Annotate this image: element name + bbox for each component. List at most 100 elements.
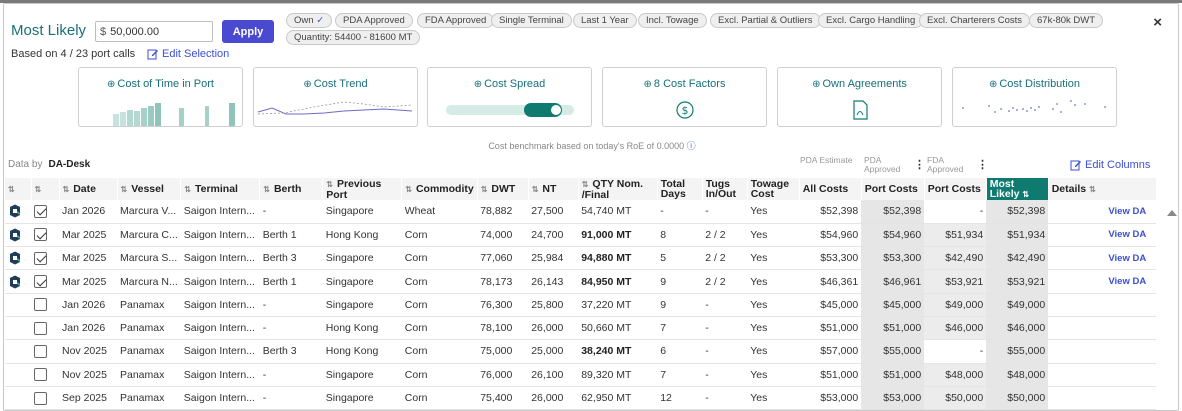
apply-button[interactable]: Apply — [222, 20, 274, 43]
table-row[interactable]: Jan 2026 Panamax Saigon Intern... - Hong Kon… — [5, 316, 1157, 341]
filter-chip[interactable]: Single Terminal — [491, 13, 572, 28]
most-likely-panel: × Most Likely $ 50,000.00 Apply Own ✓ PD… — [3, 3, 1179, 411]
cell-days: 12 — [657, 386, 703, 411]
table-row[interactable]: Mar 2025 Marcura N... Saigon Intern... Bert… — [5, 269, 1157, 294]
row-checkbox-cell — [31, 269, 59, 294]
card-own-agreements[interactable]: ⊕ Own Agreements — [777, 67, 942, 127]
cell-ml: $51,934 — [986, 223, 1049, 248]
column-header[interactable]: Towage Cost — [747, 178, 800, 200]
column-header[interactable]: ⇅ Berth — [259, 178, 324, 200]
cell-all: $45,000 — [799, 293, 862, 317]
table-row[interactable]: Mar 2025 Marcura S... Saigon Intern... Bert… — [5, 246, 1157, 271]
cell-dwt: 75,400 — [477, 386, 529, 411]
amount-input[interactable]: $ 50,000.00 — [95, 21, 213, 42]
filter-chip[interactable]: Last 1 Year — [573, 13, 637, 28]
column-header[interactable]: ⇅ Previous Port — [322, 178, 403, 200]
cell-qty: 50,660 MT — [578, 316, 658, 341]
card-cost-distribution[interactable]: ⊕ Cost Distribution — [952, 67, 1117, 127]
sort-header[interactable]: ⇅ — [5, 178, 32, 200]
cell-prev: Singapore — [322, 293, 402, 317]
dollar-circle-icon: $ — [676, 101, 694, 119]
view-da-link[interactable]: View DA — [1048, 269, 1157, 294]
column-header[interactable]: Total Days — [657, 178, 703, 200]
cell-prev: Hong Kong — [322, 223, 402, 248]
filter-chip[interactable]: PDA Approved — [335, 13, 413, 28]
filter-chip-own[interactable]: Own ✓ — [286, 13, 333, 28]
column-menu-icon[interactable]: ⋮ — [914, 159, 925, 171]
filter-chip[interactable]: 67k-80k DWT — [1029, 13, 1104, 28]
column-header[interactable]: ⇅ Commodity — [401, 178, 478, 200]
amount-value: 50,000.00 — [110, 25, 160, 38]
view-da-link[interactable]: View DA — [1048, 246, 1157, 271]
cell-vessel: Panamax — [117, 386, 181, 411]
card-cost-trend[interactable]: ⊕ Cost Trend — [253, 67, 418, 127]
cell-nt: 26,000 — [528, 316, 579, 341]
edit-columns-link[interactable]: Edit Columns — [1070, 159, 1150, 171]
da-desk-own-icon — [10, 251, 20, 265]
cell-fda: $46,000 — [924, 316, 987, 341]
row-checkbox[interactable] — [34, 344, 47, 358]
row-checkbox[interactable] — [34, 228, 47, 242]
info-icon[interactable]: ⓘ — [686, 141, 696, 151]
filter-chip[interactable]: Incl. Towage — [638, 13, 707, 28]
sort-header[interactable]: ⇅ — [31, 178, 60, 200]
card-cost-factors[interactable]: ⊕ 8 Cost Factors $ — [602, 67, 767, 127]
row-checkbox[interactable] — [34, 298, 47, 312]
row-checkbox[interactable] — [34, 321, 47, 335]
card-cost-spread[interactable]: ⊕ Cost Spread — [427, 67, 592, 127]
row-checkbox[interactable] — [34, 275, 47, 289]
cell-qty: 91,000 MT — [578, 223, 658, 248]
cell-all: $46,361 — [799, 269, 862, 294]
column-header[interactable]: All Costs — [799, 178, 862, 200]
cell-tugs: - — [702, 339, 748, 364]
cell-pda: $54,960 — [861, 223, 925, 248]
row-checkbox[interactable] — [34, 251, 47, 265]
table-row[interactable]: Sep 2025 Panamax Saigon Intern... - Singapor… — [5, 386, 1157, 411]
column-header[interactable]: ⇅ Vessel — [117, 178, 182, 200]
cell-fda: $53,921 — [924, 269, 987, 294]
row-checkbox[interactable] — [34, 368, 47, 382]
da-desk-own-icon — [10, 204, 20, 218]
table-header-row: ⇅ ⇅ ⇅ Date ⇅ Vessel ⇅ Terminal ⇅ Berth ⇅ Prev… — [5, 178, 1157, 200]
table-row[interactable]: Jan 2026 Panamax Saigon Intern... - Singapor… — [5, 293, 1157, 317]
card-cost-of-time-in-port[interactable]: ⊕ Cost of Time in Port — [78, 67, 243, 127]
scroll-up-arrow[interactable] — [1167, 210, 1177, 216]
cell-nt: 25,800 — [528, 293, 579, 317]
port-calls-table: ⇅ ⇅ ⇅ Date ⇅ Vessel ⇅ Terminal ⇅ Berth ⇅ Prev… — [5, 178, 1157, 411]
table-row[interactable]: Mar 2025 Marcura C... Saigon Intern... Bert… — [5, 223, 1157, 248]
cell-fda: $42,490 — [924, 246, 987, 271]
filter-chip[interactable]: Excl. Partial & Outliers — [710, 13, 821, 28]
cell-date: Sep 2025 — [59, 386, 117, 411]
filter-chip[interactable]: Excl. Cargo Handling — [818, 13, 924, 28]
filter-chip[interactable]: Quantity: 54400 - 81600 MT — [286, 30, 421, 45]
table-row[interactable]: Nov 2025 Panamax Saigon Intern... - Singapor… — [5, 363, 1157, 387]
edit-selection-link[interactable]: Edit Selection — [147, 48, 229, 60]
column-header[interactable]: Tugs In/Out — [702, 178, 748, 200]
table-row[interactable]: Nov 2025 Panamax Saigon Intern... Berth 3 Ho… — [5, 339, 1157, 364]
cell-ml: $52,398 — [986, 200, 1049, 224]
cell-days: 5 — [657, 246, 703, 271]
column-header[interactable]: ⇅ Terminal — [180, 178, 261, 200]
column-header[interactable]: ⇅ QTY Nom. /Final — [578, 178, 658, 200]
row-checkbox[interactable] — [34, 391, 47, 405]
column-header[interactable]: ⇅ DWT — [477, 178, 529, 200]
cell-towage: Yes — [747, 293, 800, 317]
cell-nt: 25,984 — [528, 246, 579, 271]
filter-chip[interactable]: Excl. Charterers Costs — [919, 13, 1031, 28]
column-header[interactable]: Port Costs — [861, 178, 925, 200]
view-da-link[interactable]: View DA — [1048, 200, 1157, 224]
column-header[interactable]: ⇅ NT — [528, 178, 579, 200]
cell-qty: 94,880 MT — [578, 246, 658, 271]
column-header[interactable]: Details ⇅ — [1048, 178, 1157, 200]
view-da-link[interactable]: View DA — [1048, 223, 1157, 248]
column-menu-icon[interactable]: ⋮ — [977, 159, 988, 171]
row-checkbox-cell — [31, 200, 59, 224]
column-header[interactable]: ⇅ Date — [59, 178, 118, 200]
cell-berth: Berth 3 — [259, 246, 323, 271]
filter-chip[interactable]: FDA Approved — [417, 13, 495, 28]
close-icon[interactable]: × — [1153, 14, 1162, 31]
column-header-most-likely[interactable]: Most Likely ⇅ — [986, 178, 1049, 200]
table-row[interactable]: Jan 2026 Marcura V... Saigon Intern... - Sin… — [5, 200, 1157, 224]
row-checkbox[interactable] — [34, 204, 47, 218]
column-header[interactable]: Port Costs — [924, 178, 987, 200]
